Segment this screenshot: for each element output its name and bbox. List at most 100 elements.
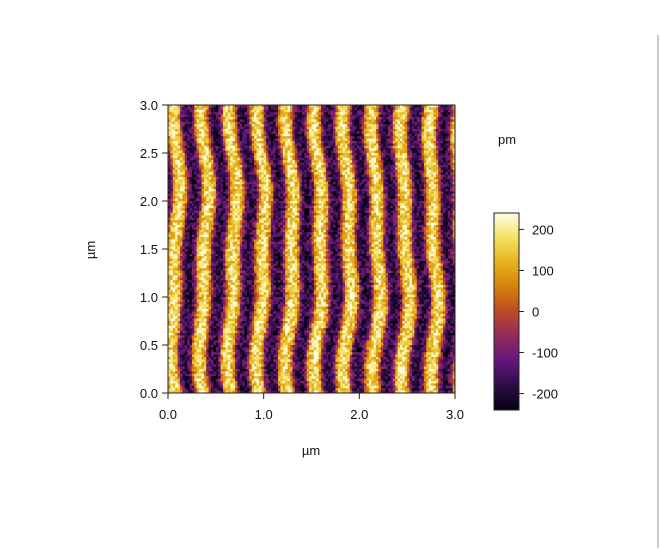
height-cell <box>337 198 341 202</box>
height-cell <box>258 189 262 192</box>
height-cell <box>349 145 353 149</box>
height-cell <box>234 145 238 149</box>
height-cell <box>213 172 217 175</box>
height-cell <box>194 181 198 185</box>
height-cell <box>249 157 253 161</box>
height-cell <box>335 181 339 185</box>
height-cell <box>407 109 410 113</box>
height-cell <box>342 191 346 195</box>
height-cell <box>258 145 262 149</box>
height-cell <box>426 177 430 180</box>
height-cell <box>371 169 375 173</box>
height-cell <box>275 117 279 120</box>
height-cell <box>230 133 233 137</box>
height-cell <box>304 191 308 195</box>
height-cell <box>380 160 384 163</box>
height-cell <box>390 167 394 171</box>
height-cell <box>201 196 205 199</box>
height-cell <box>419 174 422 178</box>
height-cell <box>330 181 334 185</box>
height-cell <box>201 105 205 108</box>
height-cell <box>385 126 389 130</box>
height-cell <box>232 160 236 163</box>
height-cell <box>313 141 317 144</box>
height-cell <box>407 177 410 180</box>
height-cell <box>191 167 195 171</box>
height-cell <box>187 155 190 159</box>
height-cell <box>268 196 272 199</box>
height-cell <box>354 186 358 190</box>
height-cell <box>440 105 444 108</box>
height-cell <box>263 112 267 115</box>
height-cell <box>172 165 176 168</box>
height-cell <box>287 165 291 168</box>
height-cell <box>213 112 217 115</box>
height-cell <box>433 133 437 137</box>
height-cell <box>431 143 434 147</box>
height-cell <box>172 201 176 204</box>
height-cell <box>368 114 372 118</box>
height-cell <box>201 129 205 132</box>
height-cell <box>445 165 449 168</box>
height-cell <box>366 148 370 151</box>
height-cell <box>242 129 245 132</box>
height-cell <box>244 162 248 166</box>
height-cell <box>297 174 300 178</box>
height-cell <box>175 148 178 151</box>
height-cell <box>234 172 238 175</box>
height-cell <box>342 114 346 118</box>
height-cell <box>335 133 339 137</box>
height-cell <box>414 141 418 144</box>
height-cell <box>182 191 186 195</box>
height-cell <box>287 129 291 132</box>
height-cell <box>416 131 420 135</box>
height-cell <box>194 177 198 180</box>
height-cell <box>225 157 229 161</box>
height-cell <box>282 105 286 108</box>
height-cell <box>306 193 310 197</box>
height-cell <box>344 117 348 120</box>
height-cell <box>306 145 310 149</box>
height-cell <box>333 143 336 147</box>
height-cell <box>289 121 293 125</box>
height-cell <box>184 165 188 168</box>
height-cell <box>419 107 422 111</box>
height-cell <box>268 138 272 142</box>
height-cell <box>299 117 303 120</box>
height-cell <box>179 133 183 137</box>
height-cell <box>242 117 245 120</box>
height-cell <box>203 174 207 178</box>
height-cell <box>402 177 406 180</box>
height-cell <box>433 174 437 178</box>
height-cell <box>309 184 312 187</box>
height-cell <box>261 136 265 139</box>
height-cell <box>423 177 427 180</box>
height-cell <box>450 124 454 127</box>
height-cell <box>294 114 298 118</box>
height-cell <box>380 145 384 149</box>
height-cell <box>407 196 410 199</box>
height-cell <box>402 117 406 120</box>
height-cell <box>416 138 420 142</box>
height-cell <box>404 177 408 180</box>
height-cell <box>445 193 449 197</box>
height-cell <box>344 119 348 123</box>
height-cell <box>428 119 432 123</box>
height-cell <box>402 121 406 125</box>
height-cell <box>187 189 190 192</box>
height-cell <box>399 193 403 197</box>
height-cell <box>450 138 454 142</box>
height-cell <box>304 198 308 202</box>
height-cell <box>246 201 250 204</box>
height-cell <box>191 198 195 202</box>
height-cell <box>414 109 418 113</box>
height-cell <box>225 119 229 123</box>
height-cell <box>172 150 176 154</box>
height-cell <box>323 138 327 142</box>
height-cell <box>438 114 442 118</box>
height-cell <box>392 143 396 147</box>
height-cell <box>273 157 277 161</box>
height-cell <box>359 181 363 185</box>
height-cell <box>414 201 418 204</box>
height-cell <box>313 169 317 173</box>
